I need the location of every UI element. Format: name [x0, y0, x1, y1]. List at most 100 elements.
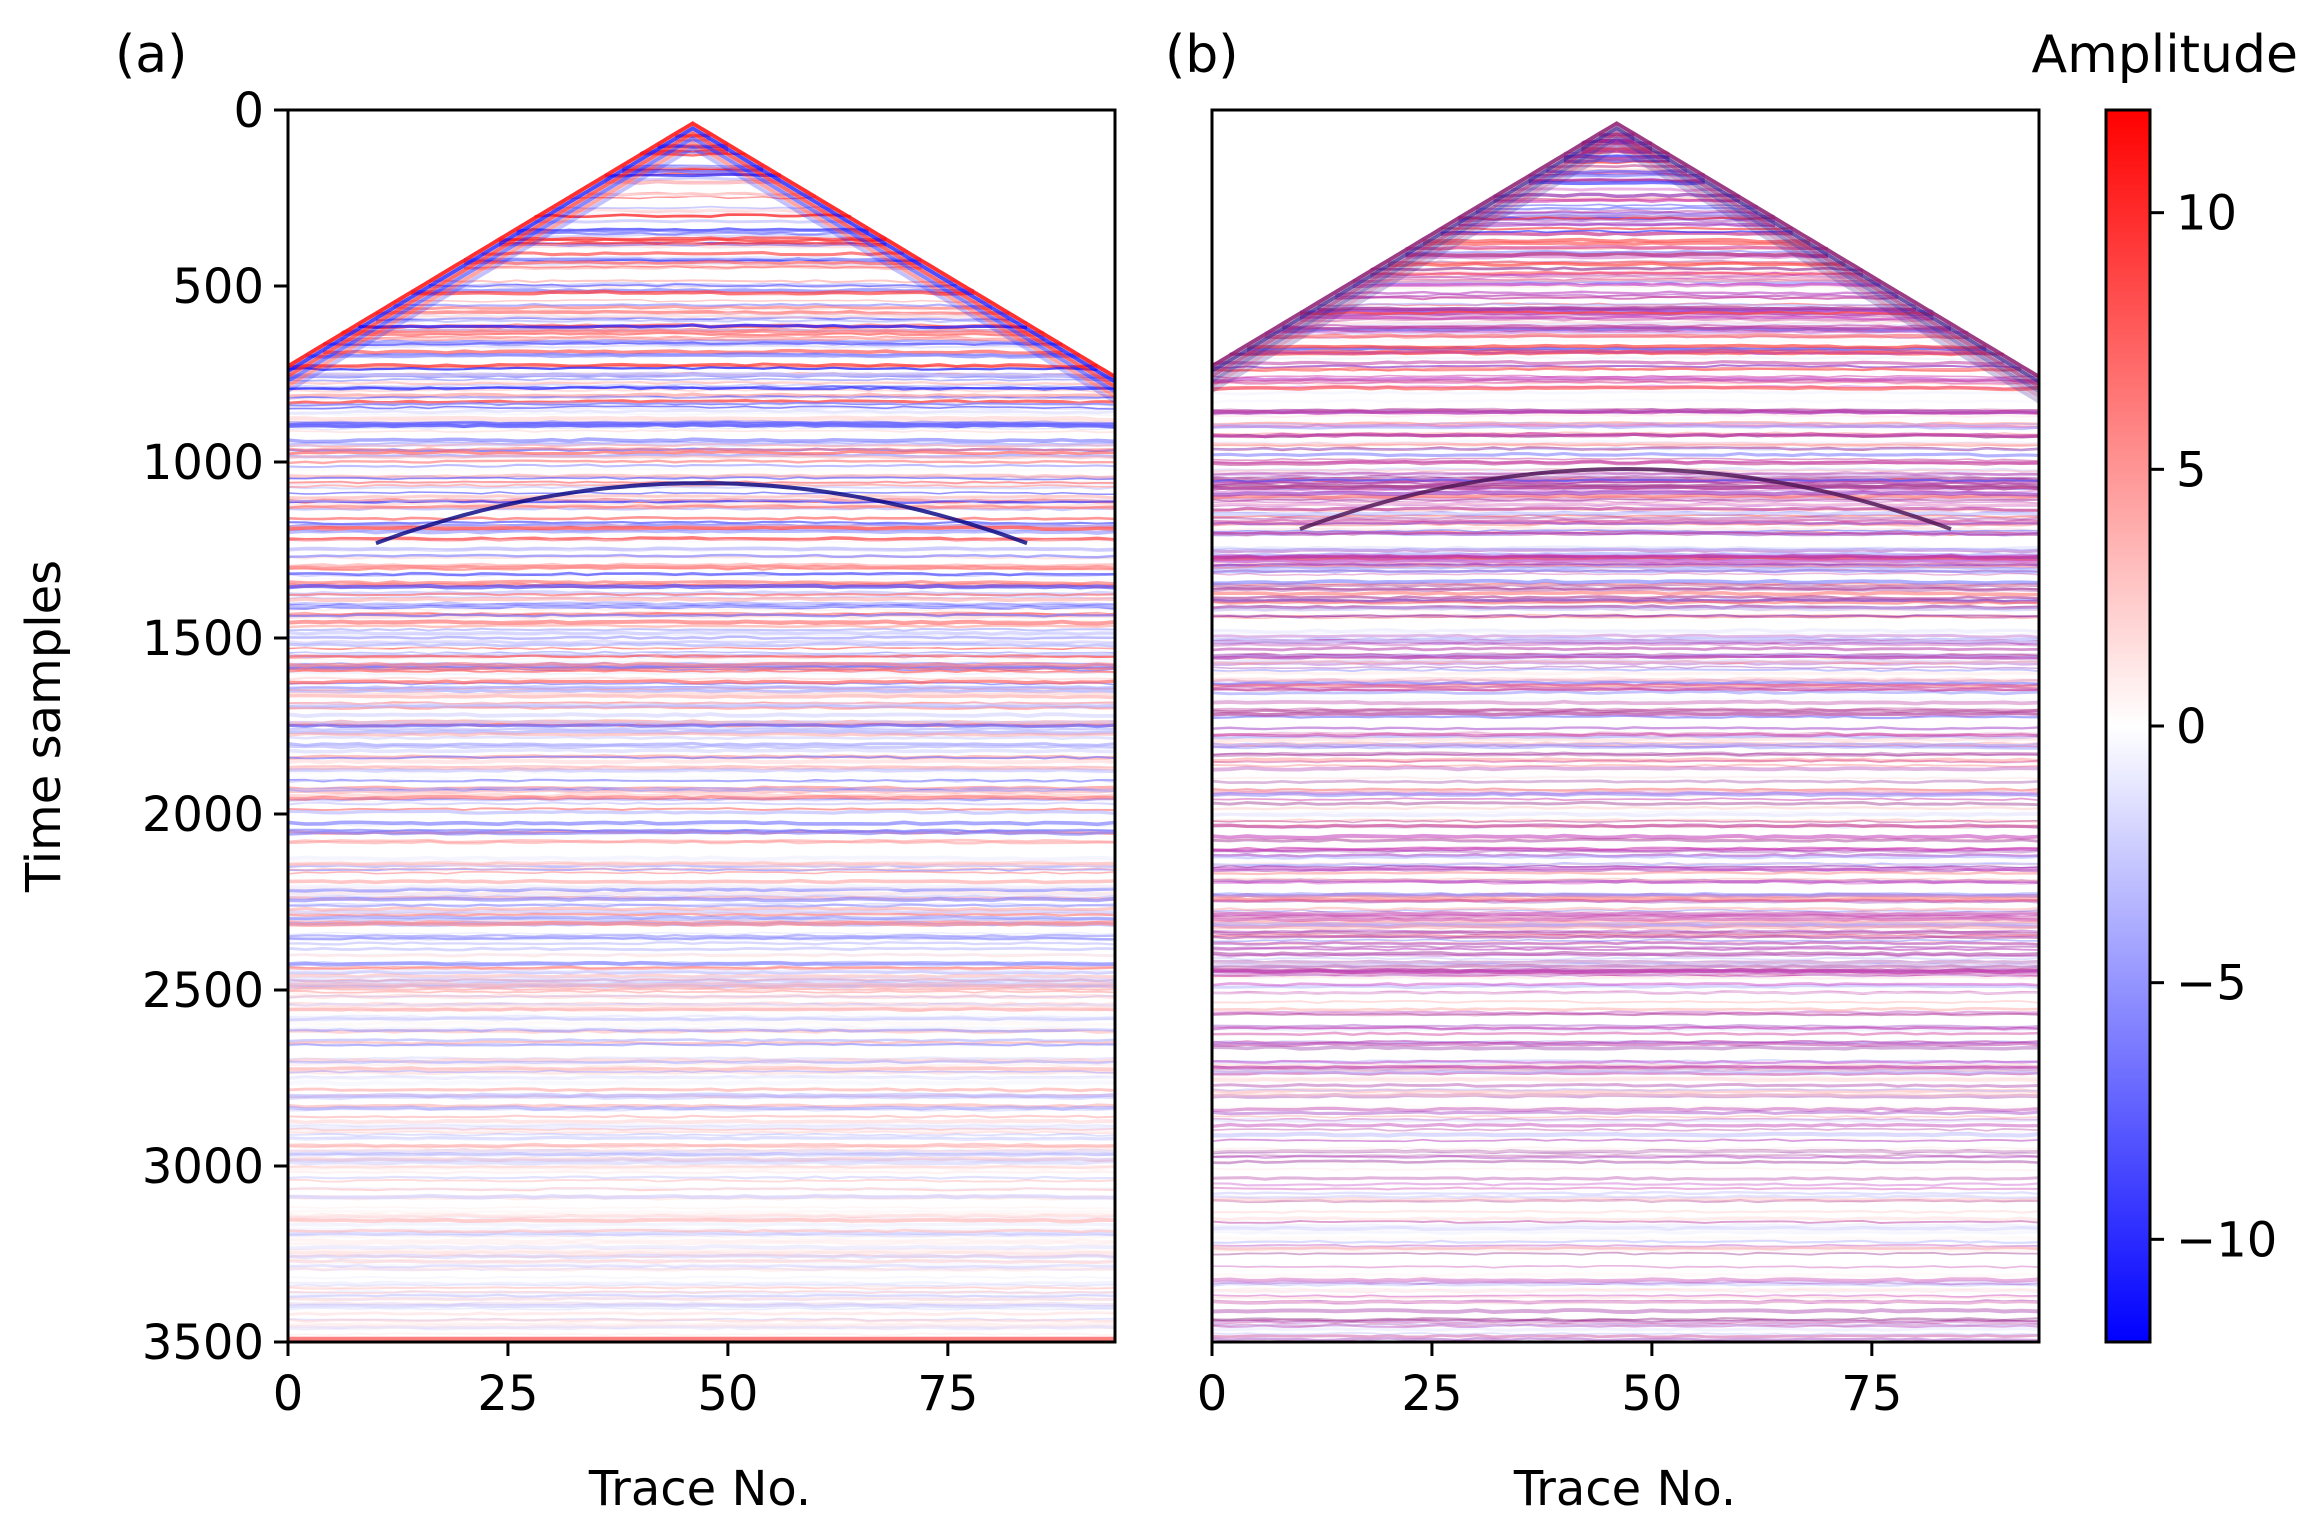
- reflection-event: [1212, 774, 2039, 779]
- panel-b: 0 25 50 75 Trace No.: [1197, 108, 2041, 1517]
- reflection-event: [288, 1135, 1115, 1142]
- reflection-event: [288, 1262, 1115, 1268]
- reflection-event: [288, 1258, 1115, 1263]
- reflection-event: [288, 1027, 1115, 1033]
- reflection-event: [288, 1230, 1115, 1237]
- x-tick-label: 75: [1841, 1366, 1902, 1422]
- colorbar-title: Amplitude: [2032, 25, 2298, 85]
- reflection-event: [288, 416, 1115, 422]
- reflection-event: [288, 408, 1115, 415]
- reflection-event: [288, 1232, 1115, 1237]
- reflection-event: [534, 213, 852, 219]
- reflection-event: [288, 401, 1115, 407]
- reflection-event: [1212, 959, 2039, 966]
- reflection-event: [288, 908, 1115, 914]
- reflection-event: [1212, 1288, 2039, 1294]
- reflection-event: [1528, 177, 1705, 183]
- reflection-event: [288, 744, 1115, 750]
- reflection-event: [288, 528, 1115, 535]
- reflection-event: [288, 741, 1115, 747]
- reflection-event: [288, 1275, 1115, 1280]
- reflection-event: [288, 1148, 1115, 1155]
- reflection-event: [288, 1123, 1115, 1128]
- reflection-event: [288, 1281, 1115, 1288]
- reflection-event: [1212, 518, 2039, 523]
- reflection-event: [288, 952, 1115, 958]
- reflection-event: [1212, 699, 2039, 706]
- reflection-event: [1212, 940, 2039, 946]
- reflection-event: [1212, 493, 2039, 500]
- reflection-event: [288, 966, 1115, 970]
- reflection-event: [1212, 1272, 2039, 1278]
- reflection-event: [288, 989, 1115, 994]
- reflection-event: [1212, 999, 2039, 1004]
- reflection-event: [288, 920, 1115, 927]
- reflection-event: [288, 871, 1115, 875]
- reflection-event: [288, 446, 1115, 452]
- panel-b-frame: [1210, 108, 2041, 1344]
- reflection-event: [1528, 180, 1705, 186]
- reflection-event: [288, 454, 1115, 460]
- reflection-event: [1212, 586, 2039, 591]
- reflection-event: [622, 165, 764, 170]
- reflection-event: [288, 395, 1115, 401]
- reflection-event: [288, 1215, 1115, 1219]
- reflection-event: [288, 1163, 1115, 1169]
- reflection-event: [1405, 244, 1828, 251]
- reflection-event: [288, 1302, 1115, 1307]
- reflection-event: [288, 1253, 1115, 1259]
- reflection-event: [1212, 1117, 2039, 1122]
- reflection-event: [1212, 1344, 2039, 1346]
- reflection-event: [288, 1267, 1115, 1272]
- reflection-event: [1212, 1122, 2039, 1128]
- reflection-event: [1212, 689, 2039, 696]
- reflection-event: [1212, 1317, 2039, 1322]
- reflection-event: [1212, 759, 2039, 764]
- reflection-event: [1212, 474, 2039, 481]
- reflection-event: [1212, 554, 2039, 560]
- reflection-event: [1212, 409, 2039, 415]
- reflection-event: [288, 788, 1115, 793]
- reflection-event: [1212, 878, 2039, 884]
- reflection-event: [428, 279, 957, 284]
- reflection-event: [288, 858, 1115, 864]
- reflection-event: [288, 693, 1115, 700]
- reflection-event: [288, 676, 1115, 681]
- reflection-event: [288, 1234, 1115, 1239]
- reflection-event: [288, 395, 1115, 400]
- reflection-event: [463, 257, 922, 263]
- reflection-event: [288, 491, 1115, 495]
- reflection-event: [288, 1213, 1115, 1219]
- reflection-event: [288, 731, 1115, 738]
- reflection-event: [1212, 1239, 2039, 1244]
- reflection-event: [1387, 260, 1846, 265]
- reflection-event: [375, 314, 1010, 321]
- reflection-event: [288, 896, 1115, 903]
- reflection-event: [1212, 498, 2039, 503]
- reflection-event: [516, 233, 887, 238]
- reflection-event: [411, 287, 975, 295]
- reflection-event: [1212, 667, 2039, 673]
- panel-a-label: (a): [115, 25, 187, 85]
- reflection-event: [288, 379, 1115, 386]
- reflection-event: [1212, 1288, 2039, 1294]
- reflection-event: [288, 981, 1115, 987]
- reflection-event: [375, 312, 1010, 318]
- reflection-event: [288, 380, 1115, 386]
- reflection-event: [1212, 499, 2039, 504]
- reflection-event: [1212, 1322, 2039, 1327]
- reflection-event: [1212, 1148, 2039, 1155]
- reflection-event: [288, 651, 1115, 657]
- reflection-event: [288, 441, 1115, 448]
- reflection-event: [1212, 933, 2039, 938]
- x-tick-label: 25: [477, 1366, 538, 1422]
- reflection-event: [1212, 818, 2039, 823]
- reflection-event: [1229, 350, 2004, 357]
- reflection-event: [288, 1124, 1115, 1131]
- reflection-event: [1212, 582, 2039, 589]
- reflection-event: [1493, 198, 1740, 204]
- first-arrival-band: [288, 130, 1115, 389]
- reflection-event: [288, 1087, 1115, 1093]
- reflection-event: [288, 415, 1115, 422]
